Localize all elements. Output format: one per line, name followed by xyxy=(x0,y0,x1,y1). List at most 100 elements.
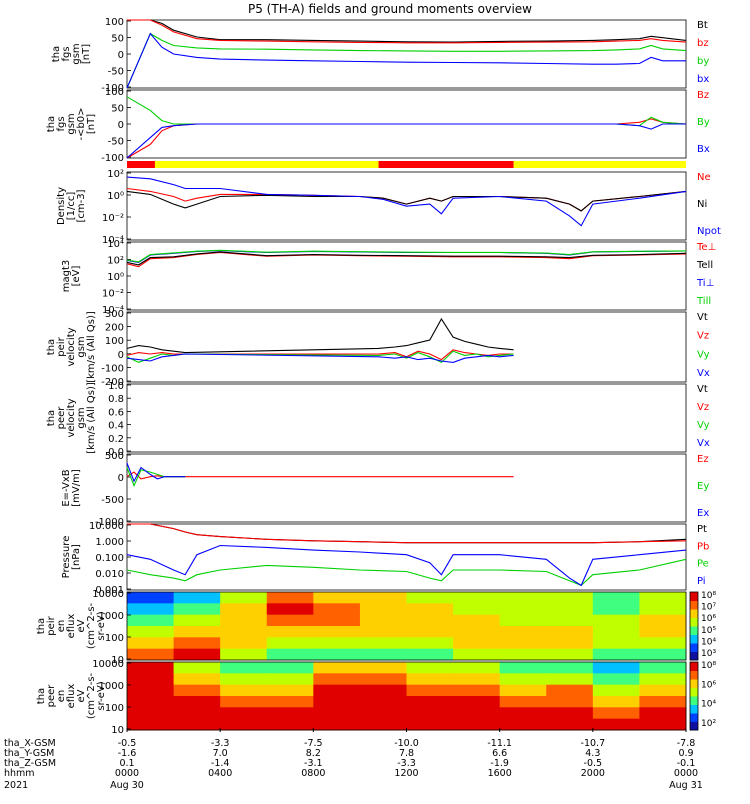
heatmap-cell xyxy=(453,684,501,697)
heatmap-cell xyxy=(313,637,361,650)
panel-peir-spectrogram: 10000 1000 100 10 tha peir en eflux eV (cm^2-s-sr… xyxy=(36,589,699,666)
heatmap-cell xyxy=(406,603,454,616)
heatmap-cell xyxy=(359,707,407,720)
heatmap-cell xyxy=(266,707,314,720)
heatmap-cell xyxy=(546,648,594,661)
orbit-row-value: 8.2 xyxy=(306,748,321,759)
y-tick-label: -100 xyxy=(101,83,124,94)
heatmap-cell xyxy=(499,603,547,616)
heatmap-cell xyxy=(173,662,221,674)
y-tick-label: 50 xyxy=(111,34,124,45)
y-axis-label: [nPa] xyxy=(71,544,82,570)
panel-peer-velocity: 1.0 0.8 0.6 0.4 0.2 0.0 tha peer velocity gsm [km/… xyxy=(46,381,710,458)
series-line-bz xyxy=(127,19,687,44)
colorbar-swatch xyxy=(690,600,698,610)
mode-segment xyxy=(154,161,379,168)
heatmap-cell xyxy=(453,637,501,650)
legend-entry: By xyxy=(697,117,710,128)
heatmap-cell xyxy=(220,696,268,708)
y-axis-label: eflux xyxy=(66,614,77,639)
heatmap-cell xyxy=(173,603,221,616)
panel-temperature: 10⁴ 10² 10⁰ 10⁻² 10⁻⁴ magt3 [eV] Te⊥ Tell Ti⊥ Till xyxy=(61,239,716,316)
y-axis-label: magt3 xyxy=(61,260,72,293)
orbit-row-value: -11.1 xyxy=(487,738,512,749)
mode-segment xyxy=(378,161,514,168)
heatmap-cell xyxy=(453,707,501,720)
colorbar-tick-label: 10⁸ xyxy=(701,591,716,601)
heatmap-cell xyxy=(592,637,640,650)
heatmap-cell xyxy=(313,592,361,604)
heatmap-cell xyxy=(546,637,594,650)
legend-entry: Till xyxy=(696,296,711,307)
heatmap-cell xyxy=(266,614,314,627)
heatmap-cell xyxy=(499,707,547,720)
y-axis-label: fgs xyxy=(61,46,72,61)
y-tick-label: 10⁰ xyxy=(107,272,124,283)
heatmap-cell xyxy=(359,648,407,661)
heatmap-cell xyxy=(127,707,175,720)
heatmap-cell xyxy=(453,603,501,616)
heatmap-cell xyxy=(406,648,454,661)
orbit-row-value: -10.0 xyxy=(394,738,419,749)
series-line-Vy xyxy=(126,350,514,364)
orbit-row-value: -10.7 xyxy=(581,738,606,749)
heatmap-cell xyxy=(313,662,361,674)
orbit-row-value: -0.5 xyxy=(584,758,603,769)
heatmap-cell xyxy=(639,592,687,604)
orbit-row-label: hhmm xyxy=(4,768,35,779)
heatmap-cell xyxy=(127,718,175,731)
heatmap-cell xyxy=(406,707,454,720)
y-tick-label: 10 xyxy=(111,655,124,666)
y-tick-label: 10000 xyxy=(92,589,124,600)
heatmap-cell xyxy=(359,696,407,708)
orbit-row-value: 0000 xyxy=(115,768,139,779)
y-tick-label: 10⁻² xyxy=(102,213,124,224)
y-tick-label: 0 xyxy=(118,50,124,61)
y-axis-label: sr-eV) xyxy=(96,681,107,710)
y-tick-label: 0.2 xyxy=(108,434,124,445)
series-line-Ex xyxy=(126,462,186,483)
heatmap-cell xyxy=(639,673,687,686)
heatmap-cell xyxy=(499,684,547,697)
orbit-row-value: -7.5 xyxy=(304,738,323,749)
heatmap-cell xyxy=(266,648,314,661)
series-line-Pt xyxy=(127,523,687,544)
y-tick-label: 0 xyxy=(118,350,124,361)
colorbar-swatch xyxy=(690,651,698,661)
heatmap-cell xyxy=(127,626,175,638)
colorbar-tick-label: 10⁷ xyxy=(701,603,716,613)
orbit-row-value: -7.8 xyxy=(677,738,696,749)
heatmap-cell xyxy=(592,696,640,708)
colorbar-swatch xyxy=(690,721,698,731)
colorbar-tick-label: 10⁵ xyxy=(701,626,716,636)
heatmap-cell xyxy=(173,718,221,731)
heatmap-cell xyxy=(266,662,314,674)
heatmap-cell xyxy=(127,603,175,616)
legend-entry: Vz xyxy=(697,331,709,342)
orbit-row-value: -1.6 xyxy=(118,748,137,759)
colorbar-swatch xyxy=(690,634,698,644)
heatmap-cell xyxy=(639,637,687,650)
series-line-bx xyxy=(126,32,686,89)
y-tick-label: 100 xyxy=(105,336,124,347)
heatmap-cell xyxy=(406,662,454,674)
legend-entry: by xyxy=(697,56,709,67)
heatmap-cell xyxy=(359,718,407,731)
heatmap-cell xyxy=(546,673,594,686)
orbit-row-value: 7.8 xyxy=(399,748,414,759)
heatmap-cell xyxy=(127,592,175,604)
y-tick-label: 0.0 xyxy=(108,447,124,458)
heatmap-cell xyxy=(546,626,594,638)
heatmap-cell xyxy=(173,696,221,708)
heatmap-cell xyxy=(546,592,594,604)
heatmap-cell xyxy=(406,637,454,650)
series-line-Pe xyxy=(126,558,687,587)
legend-entry: Bz xyxy=(697,90,709,101)
heatmap-cell xyxy=(406,626,454,638)
heatmap-cell xyxy=(173,592,221,604)
heatmap-cell xyxy=(453,696,501,708)
legend-entry: Ne xyxy=(697,172,711,183)
heatmap-cell xyxy=(359,684,407,697)
y-axis-label: [km/s (All Qs)] xyxy=(86,311,97,383)
